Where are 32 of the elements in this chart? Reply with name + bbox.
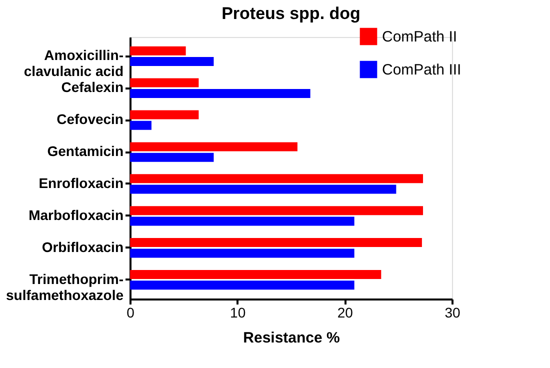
bar [130, 174, 424, 184]
y-tick-label: Cefalexin [61, 79, 124, 96]
bar [130, 184, 396, 194]
bar [130, 248, 354, 258]
bar [130, 280, 354, 290]
bar [130, 120, 152, 130]
bar [130, 142, 298, 152]
x-tick-label: 30 [444, 304, 460, 320]
chart-title: Proteus spp. dog [222, 4, 360, 23]
x-axis-title: Resistance % [243, 330, 340, 346]
y-tick-label: Trimethoprim- sulfamethoxazole [6, 270, 124, 303]
x-tick-label: 0 [126, 304, 135, 320]
bar [130, 88, 310, 98]
y-tick-label: Enrofloxacin [38, 174, 124, 191]
bar [130, 46, 186, 56]
bar [130, 110, 199, 120]
x-tick-label: 10 [230, 304, 246, 320]
y-tick-label: Orbifloxacin [42, 238, 124, 255]
legend-label: ComPath II [382, 28, 458, 46]
bar [130, 152, 214, 162]
bar [130, 238, 422, 248]
legend-label: ComPath III [382, 62, 462, 78]
y-tick-label: Amoxicillin- clavulanic acid [24, 47, 124, 80]
bar [130, 270, 382, 280]
y-tick-label: Cefovecin [56, 111, 124, 128]
y-tick-label: Gentamicin [47, 143, 124, 160]
bar [130, 56, 214, 66]
y-tick-label: Marbofloxacin [28, 206, 124, 223]
bar [130, 78, 199, 88]
bar [130, 216, 354, 226]
bar [130, 206, 424, 216]
x-tick-label: 20 [337, 304, 354, 320]
